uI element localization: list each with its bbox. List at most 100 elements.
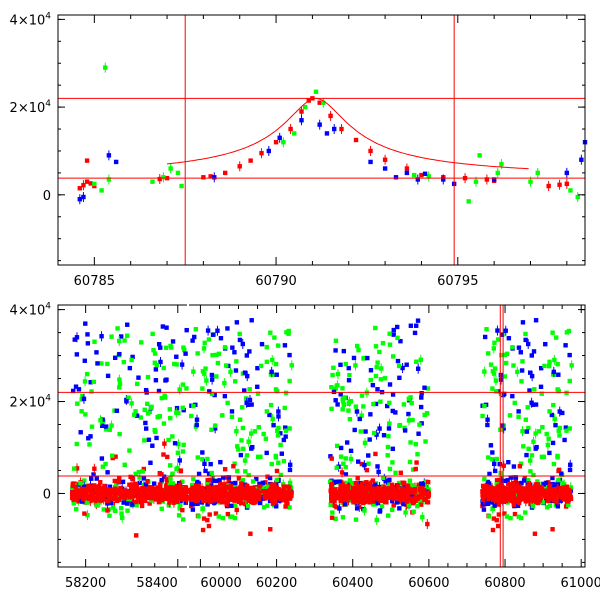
data-point bbox=[361, 404, 366, 409]
data-point bbox=[208, 461, 213, 467]
data-point bbox=[494, 456, 500, 462]
data-point bbox=[411, 172, 417, 178]
data-point bbox=[268, 527, 273, 532]
data-point bbox=[547, 488, 552, 494]
data-point bbox=[91, 379, 97, 385]
data-point bbox=[156, 414, 161, 420]
data-point bbox=[211, 493, 216, 499]
data-point bbox=[364, 467, 370, 473]
data-point bbox=[109, 423, 114, 428]
data-point bbox=[522, 495, 527, 501]
data-point bbox=[386, 426, 392, 431]
data-point bbox=[84, 371, 90, 377]
data-point bbox=[100, 464, 106, 469]
data-point bbox=[517, 491, 523, 497]
data-point bbox=[132, 492, 137, 497]
data-point bbox=[555, 361, 560, 367]
data-point bbox=[248, 490, 253, 496]
data-point bbox=[158, 345, 163, 350]
data-point bbox=[532, 531, 538, 536]
data-point bbox=[355, 484, 360, 489]
data-point bbox=[488, 485, 493, 490]
data-point bbox=[410, 496, 416, 501]
data-point bbox=[499, 161, 504, 167]
data-point bbox=[501, 463, 506, 468]
data-point bbox=[397, 489, 402, 494]
data-point bbox=[567, 489, 572, 495]
data-point bbox=[243, 469, 248, 474]
data-point bbox=[415, 452, 420, 457]
data-point bbox=[190, 482, 195, 488]
data-point bbox=[494, 517, 499, 523]
data-point bbox=[403, 510, 408, 515]
data-point bbox=[283, 504, 288, 509]
data-point bbox=[110, 487, 115, 493]
data-point bbox=[507, 496, 513, 501]
data-point bbox=[174, 405, 180, 411]
data-point bbox=[210, 332, 216, 337]
data-point bbox=[275, 428, 280, 433]
data-point bbox=[241, 491, 246, 497]
data-point bbox=[498, 391, 504, 397]
data-point bbox=[170, 481, 175, 486]
data-point bbox=[117, 431, 122, 437]
data-point bbox=[549, 412, 555, 418]
data-point bbox=[368, 368, 374, 373]
data-point bbox=[480, 483, 486, 489]
data-point bbox=[348, 398, 354, 404]
data-point bbox=[339, 470, 345, 475]
data-point bbox=[329, 488, 334, 494]
data-point bbox=[485, 351, 491, 356]
data-point bbox=[247, 397, 253, 403]
data-point bbox=[287, 462, 293, 467]
data-point bbox=[373, 373, 379, 379]
data-point bbox=[192, 334, 197, 340]
data-point bbox=[180, 449, 186, 454]
data-point bbox=[396, 491, 401, 497]
data-point bbox=[236, 476, 242, 481]
data-point bbox=[425, 500, 431, 505]
data-point bbox=[207, 491, 212, 496]
data-point bbox=[341, 402, 347, 407]
data-point bbox=[85, 512, 90, 518]
data-point bbox=[403, 496, 408, 502]
data-point bbox=[508, 515, 513, 521]
data-point bbox=[182, 347, 187, 353]
data-point bbox=[526, 341, 531, 347]
data-point bbox=[168, 343, 173, 349]
data-point bbox=[81, 484, 87, 489]
data-point bbox=[287, 496, 293, 501]
data-point bbox=[347, 416, 353, 422]
data-point bbox=[423, 439, 428, 444]
data-point bbox=[196, 493, 201, 499]
data-point bbox=[83, 321, 88, 326]
data-point bbox=[252, 429, 257, 434]
data-point bbox=[393, 470, 398, 476]
data-point bbox=[94, 350, 99, 355]
data-point bbox=[237, 331, 242, 337]
data-point bbox=[358, 490, 363, 495]
data-point bbox=[506, 459, 511, 465]
data-point bbox=[377, 509, 382, 514]
data-point bbox=[526, 481, 532, 486]
data-point bbox=[400, 365, 405, 371]
data-point bbox=[158, 359, 163, 365]
data-point bbox=[167, 500, 172, 505]
data-point bbox=[133, 409, 138, 414]
data-point bbox=[543, 494, 548, 499]
data-point bbox=[401, 501, 406, 507]
data-point bbox=[215, 328, 220, 333]
data-point bbox=[232, 350, 237, 355]
data-point bbox=[208, 174, 213, 179]
data-point bbox=[212, 498, 217, 503]
data-point bbox=[417, 422, 422, 427]
data-point bbox=[70, 495, 75, 501]
data-point bbox=[168, 416, 173, 421]
data-point bbox=[163, 496, 168, 502]
data-point bbox=[391, 332, 396, 337]
data-point bbox=[482, 369, 487, 374]
data-point bbox=[180, 517, 186, 522]
data-point bbox=[107, 427, 112, 432]
data-point bbox=[200, 485, 205, 491]
